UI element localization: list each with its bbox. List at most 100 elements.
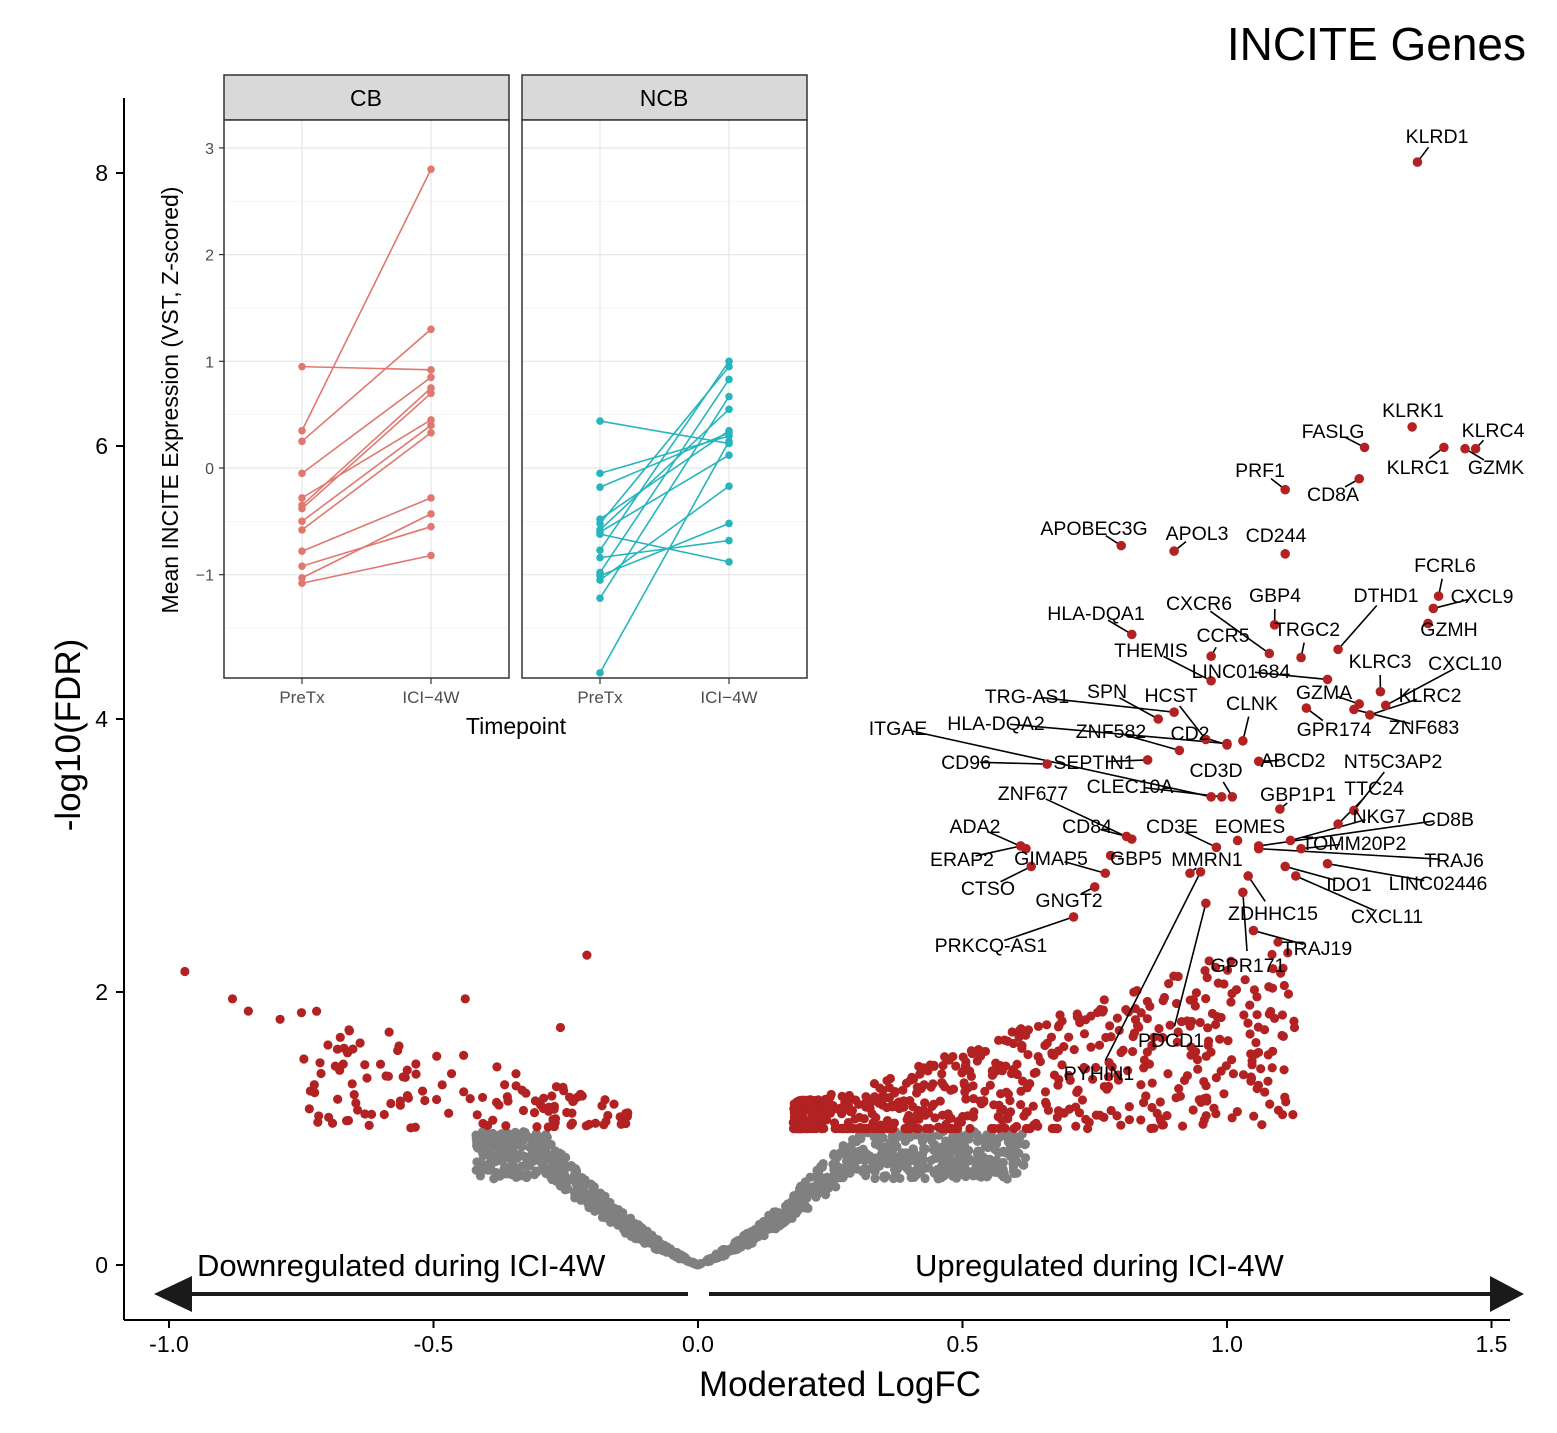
ici4w-point [725, 392, 733, 401]
gene-label-connector [1337, 604, 1378, 650]
gene-point [309, 1080, 319, 1090]
panel-background [522, 120, 807, 678]
gene-point [903, 1123, 913, 1134]
gene-point [1252, 1010, 1262, 1020]
gene-point [1015, 1026, 1025, 1036]
gene-point [311, 1006, 322, 1016]
gene-point [1257, 1120, 1267, 1130]
gene-label: HLA-DQA2 [947, 713, 1045, 735]
gene-point [821, 1190, 831, 1200]
gene-point [299, 1054, 309, 1064]
pretx-point [298, 526, 306, 534]
gene-point [595, 1188, 606, 1198]
gene-point [881, 1171, 891, 1181]
gene-point [1273, 937, 1283, 947]
gene-point [921, 1123, 932, 1134]
gene-point [938, 1079, 948, 1090]
gene-point [511, 1081, 521, 1091]
gene-point [861, 1171, 871, 1181]
gene-point [876, 1092, 886, 1103]
gene-point [1226, 997, 1236, 1007]
gene-point [501, 1121, 511, 1131]
gene-point [943, 1154, 953, 1164]
inset-x-tick-label: PreTx [279, 688, 325, 707]
gene-point [532, 1167, 542, 1177]
gene-point [783, 1200, 793, 1210]
gene-label: FCRL6 [1414, 555, 1476, 577]
gene-label: TRAJ19 [1282, 938, 1352, 960]
labeled-gene-point [1169, 707, 1179, 717]
gene-point [1177, 1121, 1188, 1131]
pretx-point [298, 562, 306, 570]
gene-point [1203, 1040, 1213, 1050]
ici4w-point [427, 551, 435, 560]
gene-point [968, 1093, 979, 1104]
inset-y-tick-label: 0 [205, 461, 214, 478]
gene-point [600, 1212, 610, 1222]
pretx-point [596, 483, 604, 492]
gene-point [961, 1171, 971, 1182]
gene-point [912, 1157, 922, 1167]
gene-point [605, 1198, 615, 1208]
gene-point [508, 1144, 518, 1154]
gene-label-connector [1300, 843, 1341, 850]
gene-label: CXCL10 [1428, 653, 1502, 675]
gene-point [1188, 994, 1198, 1005]
gene-point [1091, 1062, 1101, 1073]
gene-point [460, 994, 470, 1004]
gene-point [600, 1095, 610, 1105]
gene-point [352, 1105, 363, 1115]
gene-label: GBP4 [1249, 585, 1301, 607]
gene-point [677, 1254, 687, 1264]
gene-point [926, 1155, 936, 1165]
pretx-point [298, 547, 306, 556]
labeled-gene-point [1142, 755, 1153, 765]
gene-point [936, 1173, 947, 1183]
gene-label: ZNF582 [1076, 721, 1146, 743]
pretx-point [596, 553, 604, 562]
gene-point [987, 1066, 997, 1076]
gene-label: SPN [1087, 681, 1127, 703]
gene-point [1232, 1106, 1242, 1117]
gene-point [400, 1072, 410, 1082]
gene-point [360, 1060, 370, 1070]
gene-point [1251, 1049, 1261, 1059]
gene-point [347, 1079, 357, 1089]
gene-point [805, 1172, 815, 1182]
gene-point [572, 1166, 582, 1176]
gene-point [1238, 1070, 1249, 1080]
gene-point [1240, 975, 1250, 985]
gene-point [1079, 1062, 1089, 1073]
gene-point [555, 1022, 566, 1033]
gene-point [973, 1146, 984, 1157]
chart-title: INCITE Genes [1227, 18, 1526, 70]
gene-point [612, 1219, 623, 1229]
inset-y-tick-label: 1 [205, 354, 214, 371]
paired-line [301, 424, 432, 522]
gene-label: ITGAE [869, 718, 928, 740]
gene-point [559, 1086, 569, 1096]
gene-point [1279, 980, 1289, 991]
labeled-gene-point [1349, 805, 1359, 816]
gene-label: TRG-AS1 [985, 686, 1070, 708]
labeled-gene-point [1185, 868, 1195, 879]
ici4w-point [725, 536, 733, 545]
gene-point [1104, 1057, 1114, 1068]
gene-point [913, 1123, 923, 1134]
gene-point [519, 1151, 529, 1161]
labeled-gene-point [1089, 882, 1100, 892]
gene-point [344, 1025, 354, 1035]
gene-point [870, 1173, 880, 1184]
gene-point [1003, 1110, 1013, 1120]
panel-border-cb [223, 119, 510, 679]
gene-point [180, 966, 190, 977]
gene-point [341, 1116, 352, 1126]
gene-point [1101, 1032, 1111, 1043]
gene-label: PRKCQ-AS1 [935, 935, 1048, 957]
paired-line [599, 408, 730, 531]
x-axis-label: Moderated LogFC [699, 1365, 981, 1404]
inset-y-tick-label: −1 [196, 568, 214, 585]
gene-point [837, 1091, 847, 1101]
labeled-gene-point [1296, 652, 1306, 663]
gene-label-connector [1327, 862, 1425, 882]
